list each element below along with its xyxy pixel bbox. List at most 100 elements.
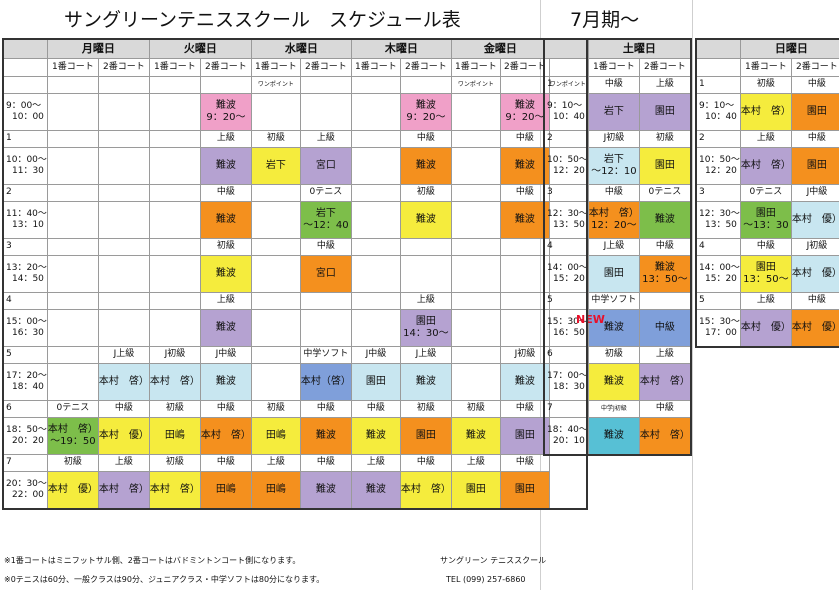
class-level [97,237,150,256]
class-level [299,291,352,310]
time-range: 17：20～ 18：40 [3,362,48,401]
coach-cell: 本村 啓） [97,470,150,509]
start-time: 15：00～ [6,316,47,327]
time-range: 10：50～ 12：20 [544,146,589,185]
start-time: 20：30～ [6,478,47,489]
coach-cell [46,254,99,293]
day-header: 火曜日 [148,38,252,59]
coach-cell: 園田 [638,146,691,185]
coach-cell: 本村 啓） [148,362,201,401]
header-corner [544,38,589,59]
coach-cell [97,92,150,131]
class-level: J中級 [790,183,839,202]
class-level [450,183,501,202]
slot-number: 5 [544,291,589,310]
class-level: 中級 [97,399,150,418]
slot-number: 6 [3,399,48,418]
end-time: 10：40 [705,111,737,122]
class-level: 中学ソフト [299,345,352,364]
coach-cell: 本村 啓） [739,146,792,185]
class-level: 中級 [638,237,691,256]
court-header: 1番コート [587,57,640,77]
coach-cell [399,254,452,293]
court-header: 2番コート [499,57,550,77]
court-header-corner [696,57,741,77]
end-time: 15：20 [553,273,585,284]
start-time: 12：30～ [547,208,588,219]
time-range: 18：40～ 20：10 [544,416,589,455]
class-level: 初級 [638,129,691,148]
start-time: 10：50～ [547,154,588,165]
coach-cell: 難波 [199,146,252,185]
class-level [499,237,550,256]
end-time: 13：50 [705,219,737,230]
class-level: J初級 [499,345,550,364]
slot-number: 3 [544,183,589,202]
coach-cell: 難波 [299,470,352,509]
coach-cell [97,146,150,185]
coach-cell: 難波 9：20～ [199,92,252,131]
coach-cell [350,146,401,185]
class-level: 中級 [299,453,352,472]
time-range: 15：30～ 17：00 [696,308,741,347]
slot-number: 4 [3,291,48,310]
day-header: 土曜日 [587,38,691,59]
start-time: 17：20～ [6,370,47,381]
slot-number: 7 [3,453,48,472]
class-level [97,183,150,202]
coach-cell [450,362,501,401]
class-level: 初級 [199,237,252,256]
class-level [46,75,99,94]
header-corner [696,38,741,59]
coach-cell [350,92,401,131]
coach-cell: 難波 [399,362,452,401]
class-level [97,75,150,94]
coach-cell: 難波 [499,146,550,185]
class-level: 初級 [250,399,301,418]
time-range: 15：00～ 16：30 [3,308,48,347]
coach-cell [499,254,550,293]
class-level: 中級 [638,399,691,418]
class-level: 0テニス [46,399,99,418]
court-header: 2番コート [199,57,252,77]
class-level [97,129,150,148]
coach-cell: 難波 [399,146,452,185]
class-level [450,237,501,256]
coach-cell: 園田 13：50～ [739,254,792,293]
coach-cell: 難波 [450,416,501,455]
time-range: 14：00～ 15：20 [696,254,741,293]
page-title: サングリーンテニススクール スケジュール表 [64,9,461,31]
class-level [450,345,501,364]
class-level: ワンポイント [450,75,501,94]
slot-number [3,75,48,94]
class-level [350,237,401,256]
court-header: 2番コート [790,57,839,77]
start-time: 15：30～ [547,316,588,327]
court-header: 1番コート [350,57,401,77]
coach-cell: 岩下 ～12：40 [299,200,352,239]
end-time: 12：20 [705,165,737,176]
court-header: 2番コート [399,57,452,77]
start-time: 13：20～ [6,262,47,273]
class-level: 中級 [739,237,792,256]
slot-number: 1 [544,75,589,94]
class-level: ワンポイント [250,75,301,94]
coach-cell: 難波 [199,200,252,239]
coach-cell: 本村 優） [46,470,99,509]
coach-cell: 園田 [499,416,550,455]
class-level [199,75,252,94]
time-range: 13：20～ 14：50 [3,254,48,293]
class-level: J上級 [97,345,150,364]
class-level: 中級 [199,399,252,418]
class-level [46,237,99,256]
day-header: 月曜日 [46,38,150,59]
class-level: 中学J初級 [587,399,640,418]
class-level: 上級 [638,345,691,364]
time-range: 12：30～ 13：50 [544,200,589,239]
class-level [250,291,301,310]
coach-cell: 田嶋 [148,416,201,455]
period-title: 7月期～ [570,9,640,31]
start-time: 9：00～ [6,100,42,111]
court-header: 1番コート [739,57,792,77]
saturday-schedule: 土曜日 1番コート 2番コート 1 中級 上級 9：10～ 10：40 岩下 園田 2 J初級 初級 10… [544,38,691,455]
